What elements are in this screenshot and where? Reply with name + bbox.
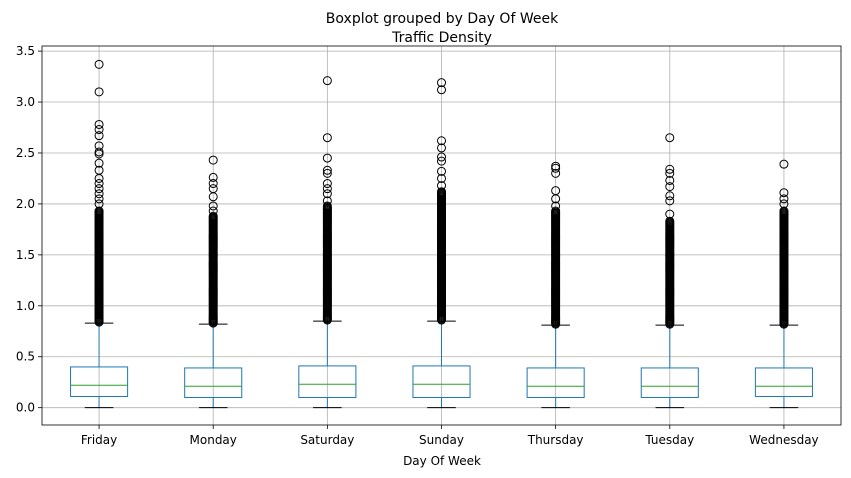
flier-point [665, 175, 675, 185]
flier-point [437, 181, 446, 191]
flier-point [94, 141, 104, 151]
iqr-box [70, 366, 129, 397]
flier-point [665, 196, 675, 206]
flier-point [94, 165, 104, 175]
chart-suptitle: Boxplot grouped by Day Of Week [326, 11, 559, 27]
flier-point [322, 201, 332, 211]
flier-point [322, 168, 332, 178]
y-tick-label: 0.5 [16, 350, 35, 364]
flier-point [665, 216, 675, 226]
iqr-box [298, 365, 357, 398]
x-tick-label: Sunday [419, 433, 464, 447]
flier-point [322, 76, 332, 86]
flier-point [437, 136, 446, 146]
x-tick-label: Saturday [300, 433, 354, 447]
y-tick-label: 0.0 [16, 401, 35, 415]
flier-point [322, 179, 332, 189]
box-group-monday [184, 155, 243, 409]
flier-point [94, 184, 104, 194]
y-tick-label: 2.5 [16, 146, 35, 160]
flier-point [208, 211, 218, 221]
flier-point [779, 199, 789, 209]
flier-point [94, 147, 104, 157]
x-tick-label: Friday [81, 433, 117, 447]
plot-frame [41, 45, 842, 426]
flier-point [322, 165, 332, 175]
flier-point [551, 206, 561, 216]
flier-point [322, 184, 332, 194]
flier-point [437, 143, 446, 153]
flier-point [551, 201, 561, 211]
box-group-friday [70, 59, 129, 409]
flier-point [94, 158, 104, 168]
box-group-sunday [412, 78, 471, 409]
y-tick-label: 3.0 [16, 95, 35, 109]
flier-point [94, 194, 104, 204]
axis-layer: 0.0 0.5 1.0 1.5 2.0 2.5 3.0 3.5 Friday Monday Satu… [16, 44, 819, 447]
flier-point [94, 179, 104, 189]
flier-point [94, 131, 104, 141]
flier-point [322, 189, 332, 199]
flier-point [437, 156, 446, 166]
flier-point [437, 85, 446, 95]
flier-point [437, 173, 446, 183]
flier-point [665, 182, 675, 192]
iqr-box [754, 367, 813, 397]
flier-point [208, 206, 218, 216]
flier-point [94, 59, 104, 69]
flier-point [94, 119, 104, 129]
flier-point [208, 172, 218, 182]
x-tick-label: Thursday [527, 433, 584, 447]
x-tick-label: Wednesday [749, 433, 818, 447]
box-layer [70, 59, 813, 409]
y-tick-label: 1.5 [16, 248, 35, 262]
x-axis-label: Day Of Week [403, 454, 481, 468]
y-tick-label: 1.0 [16, 299, 35, 313]
flier-point [665, 164, 675, 174]
flier-point [322, 196, 332, 206]
box-group-tuesday [640, 133, 699, 409]
flier-point [779, 194, 789, 204]
flier-point [322, 153, 332, 163]
flier-point [779, 206, 789, 216]
iqr-box [526, 367, 585, 398]
flier-point [551, 161, 561, 171]
box-group-wednesday [754, 159, 813, 409]
flier-point [208, 179, 218, 189]
flier-point [665, 168, 675, 178]
flier-point [322, 133, 332, 143]
flier-point [437, 78, 446, 88]
x-tick-label: Monday [190, 433, 237, 447]
chart-title: Traffic Density [391, 30, 492, 46]
y-tick-label: 2.0 [16, 197, 35, 211]
flier-point [94, 189, 104, 199]
box-group-thursday [526, 161, 585, 409]
y-tick-label: 3.5 [16, 44, 35, 58]
iqr-box [184, 367, 243, 398]
flier-point [779, 159, 789, 169]
flier-point [665, 133, 675, 143]
flier-point [437, 152, 446, 162]
x-tick-label: Tuesday [644, 433, 694, 447]
flier-point [779, 188, 789, 198]
flier-point [437, 187, 446, 197]
flier-point [551, 168, 561, 178]
flier-point [665, 191, 675, 201]
flier-point [94, 199, 104, 209]
flier-point [94, 206, 104, 216]
flier-point [208, 201, 218, 211]
flier-point [437, 166, 446, 176]
flier-point [208, 155, 218, 165]
flier-point [665, 209, 675, 219]
box-group-saturday [298, 76, 357, 409]
iqr-box [412, 365, 471, 398]
iqr-box [640, 367, 699, 398]
flier-point [208, 184, 218, 194]
flier-point [551, 186, 561, 196]
flier-point [94, 87, 104, 97]
flier-point [94, 125, 104, 135]
